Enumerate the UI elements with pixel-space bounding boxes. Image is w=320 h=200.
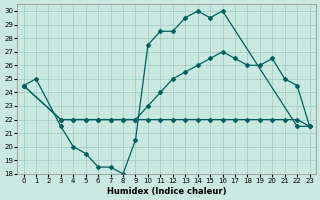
X-axis label: Humidex (Indice chaleur): Humidex (Indice chaleur) <box>107 187 226 196</box>
